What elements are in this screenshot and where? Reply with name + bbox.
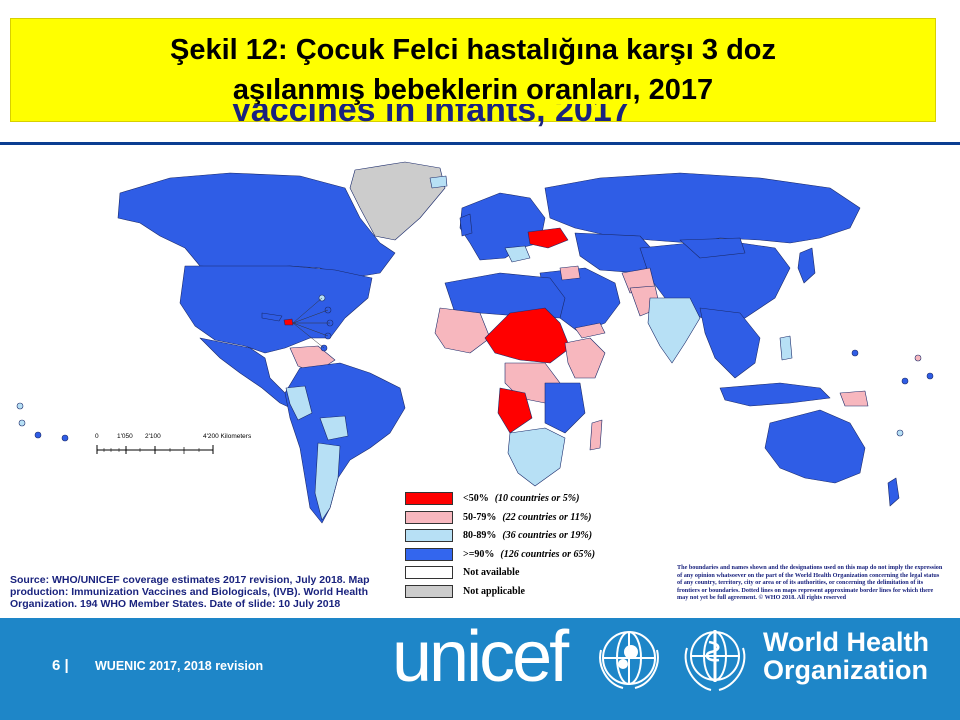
legend-swatch-lt50	[405, 492, 453, 505]
region-pacific-island-5	[901, 377, 909, 385]
who-logo-text: World Health Organization	[763, 628, 929, 684]
region-ethiopia-somalia	[564, 337, 606, 379]
legend-row-gte90: >=90% (126 countries or 65%)	[405, 546, 665, 563]
unicef-emblem-icon	[599, 631, 659, 689]
scale-label-4200: 4'200 Kilometers	[203, 433, 252, 440]
slide-title-box: Şekil 12: Çocuk Felci hastalığına karşı …	[10, 18, 936, 122]
region-pacific-island-3	[34, 431, 42, 439]
legend-swatch-not-available	[405, 566, 453, 579]
legend-swatch-50-79	[405, 510, 453, 524]
who-logo-line1: World Health	[763, 627, 930, 657]
region-ukraine	[527, 227, 569, 249]
map-legend: <50% (10 countries or 5%) 50-79% (22 count…	[405, 490, 665, 601]
map-scale-bar: 0 1'050 2'100 4'200 Kilometers	[95, 433, 265, 457]
legend-label-not-available: Not available	[463, 567, 520, 578]
footer-caption: WUENIC 2017, 2018 revision	[95, 659, 264, 673]
region-pacific-island-7	[926, 372, 934, 380]
page-number: 6 |	[52, 657, 69, 674]
region-pacific-island-4	[61, 434, 69, 442]
region-southern-africa	[507, 427, 566, 487]
title-divider	[0, 142, 960, 145]
region-india	[647, 297, 701, 364]
region-greenland	[349, 161, 446, 241]
region-balkans	[504, 245, 531, 263]
legend-note-gte90: (126 countries or 65%)	[500, 548, 596, 560]
region-angola-drc	[497, 387, 533, 434]
world-map	[0, 148, 960, 618]
region-madagascar	[589, 419, 603, 451]
region-japan	[797, 247, 816, 284]
region-png	[839, 390, 869, 407]
region-bolivia	[319, 415, 349, 441]
background-map-title: Vaccines in Infants, 2017	[230, 104, 631, 128]
scale-ruler	[96, 445, 214, 454]
region-philippines	[779, 335, 793, 361]
legend-note-80-89: (36 countries or 19%)	[502, 530, 593, 541]
legend-row-80-89: 80-89% (36 countries or 19%)	[405, 527, 665, 544]
region-indonesia	[719, 382, 831, 407]
region-haiti	[283, 318, 294, 326]
who-logo-line2: Organization	[763, 655, 929, 685]
legend-row-not-applicable: Not applicable	[405, 583, 665, 600]
region-mexico	[199, 337, 301, 411]
legend-note-lt50: (10 countries or 5%)	[494, 493, 580, 504]
who-emblem-icon	[684, 630, 746, 691]
region-australia	[764, 409, 866, 484]
region-mongolia	[679, 237, 746, 259]
region-uk	[459, 213, 473, 237]
unicef-logo-text: unicef	[392, 617, 569, 697]
legend-label-not-applicable: Not applicable	[463, 585, 525, 597]
legend-label-50-79: 50-79%	[463, 511, 497, 523]
region-yemen	[574, 322, 606, 339]
slide-title: Şekil 12: Çocuk Felci hastalığına karşı …	[169, 34, 776, 106]
region-iceland	[429, 175, 448, 189]
legend-swatch-80-89	[405, 529, 453, 542]
region-syria	[559, 265, 581, 281]
region-west-africa	[434, 307, 491, 354]
scale-label-1050: 1'050	[117, 433, 133, 440]
legend-swatch-gte90	[405, 547, 453, 561]
region-europe	[459, 192, 546, 261]
region-russia	[544, 172, 861, 244]
region-pacific-island-8	[896, 429, 904, 437]
region-usa	[179, 265, 373, 354]
legend-row-50-79: 50-79% (22 countries or 11%)	[405, 509, 665, 526]
legend-row-lt50: <50% (10 countries or 5%)	[405, 490, 665, 507]
region-sahel-red	[484, 307, 571, 364]
region-cuba	[261, 312, 283, 322]
legend-note-50-79: (22 countries or 11%)	[502, 511, 592, 523]
footer-bar	[0, 618, 960, 720]
world-map-svg	[16, 161, 934, 524]
region-argentina	[314, 442, 341, 521]
region-pacific-island-9	[851, 349, 859, 357]
scale-labels: 0 1'050 2'100 4'200 Kilometers	[95, 433, 265, 442]
scale-label-2100: 2'100	[145, 433, 161, 440]
region-pacific-island-1	[16, 402, 24, 410]
region-ecuador-peru	[285, 385, 313, 421]
region-pacific-island-6	[914, 354, 922, 362]
disclaimer-note: The boundaries and names shown and the d…	[677, 564, 943, 602]
region-new-zealand	[887, 477, 900, 507]
source-note: Source: WHO/UNICEF coverage estimates 20…	[10, 574, 370, 610]
region-east-africa	[544, 382, 586, 434]
region-pacific-island-2	[18, 419, 26, 427]
legend-label-gte90: >=90%	[463, 548, 495, 560]
legend-row-not-available: Not available	[405, 564, 665, 581]
legend-label-80-89: 80-89%	[463, 530, 497, 541]
caribbean-leader-lines	[292, 297, 330, 349]
legend-swatch-not-applicable	[405, 584, 453, 598]
region-southeast-asia	[699, 307, 761, 379]
legend-label-lt50: <50%	[463, 493, 489, 504]
scale-label-0: 0	[95, 433, 99, 440]
